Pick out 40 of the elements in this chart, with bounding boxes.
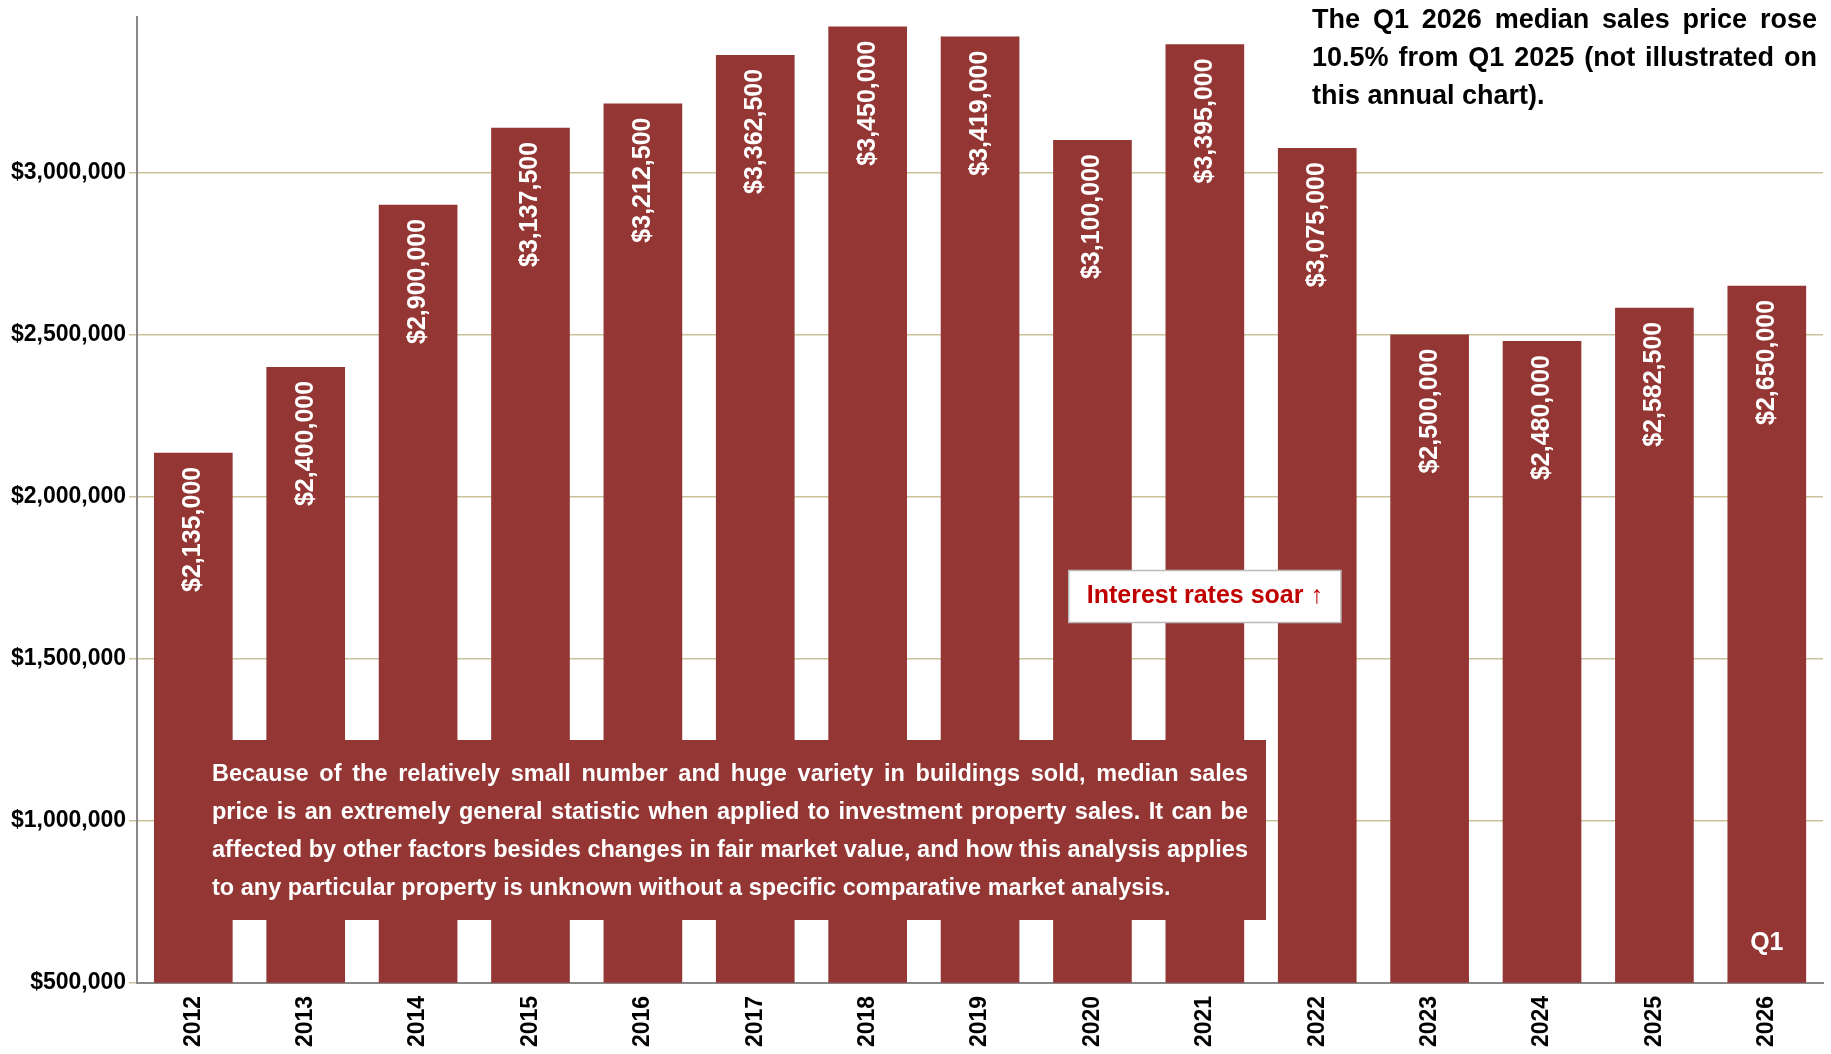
data-label: $3,395,000 [1188, 58, 1217, 184]
data-label: $3,075,000 [1301, 162, 1330, 288]
data-label: $2,500,000 [1413, 348, 1442, 474]
data-label: $3,362,500 [739, 68, 768, 195]
x-tick-label: 2018 [853, 995, 880, 1048]
x-tick-label: 2019 [965, 995, 992, 1048]
data-label: $3,100,000 [1076, 153, 1105, 280]
x-tick-label: 2016 [628, 995, 655, 1048]
data-label: $2,135,000 [177, 466, 206, 592]
x-tick-label: 2023 [1414, 995, 1441, 1048]
annotation: The Q1 2026 median sales price rose 10.5% from Q1 2025 (not illustrated on this annual chart). [1312, 3, 1817, 112]
y-tick-label: $2,000,000 [10, 481, 127, 508]
x-tick-label: 2026 [1752, 995, 1779, 1048]
y-tick-label: $3,000,000 [10, 157, 127, 184]
y-tick-label: $500,000 [30, 968, 127, 995]
data-label: $2,480,000 [1525, 354, 1554, 481]
x-tick-label: 2012 [178, 995, 205, 1048]
x-tick-label: 2024 [1527, 995, 1554, 1048]
x-tick-label: 2014 [403, 995, 430, 1048]
data-label: $3,137,500 [514, 141, 543, 267]
data-label: $2,650,000 [1750, 299, 1779, 425]
y-tick-label: $1,500,000 [10, 644, 127, 671]
annotation: Interest rates soar ↑ [1086, 580, 1323, 609]
annotation: Because of the relatively small number and huge variety in buildings sold, median sales price is an extremely general statistic when applied to investment property sales. It can be affected by other factors besides changes in fair market value, and how this analysis applies to any particular property is unknown without a specific comparative market analysis. [194, 740, 1266, 920]
x-tick-label: 2017 [740, 995, 767, 1048]
data-label: $3,450,000 [851, 40, 880, 166]
x-tick-label: 2022 [1302, 995, 1329, 1048]
data-label: $2,582,500 [1638, 321, 1667, 447]
x-tick-label: 2015 [515, 995, 542, 1048]
annotation: Q1 [1750, 926, 1784, 955]
y-tick-label: $1,000,000 [10, 806, 127, 833]
x-tick-label: 2025 [1639, 995, 1666, 1048]
y-tick-label: $2,500,000 [10, 319, 127, 346]
data-label: $3,212,500 [626, 117, 655, 243]
data-label: $2,900,000 [401, 218, 430, 344]
x-tick-label: 2013 [291, 995, 318, 1048]
data-label: $3,419,000 [963, 50, 992, 176]
x-tick-label: 2020 [1077, 995, 1104, 1048]
data-label: $2,400,000 [289, 380, 318, 507]
x-tick-label: 2021 [1190, 995, 1217, 1048]
